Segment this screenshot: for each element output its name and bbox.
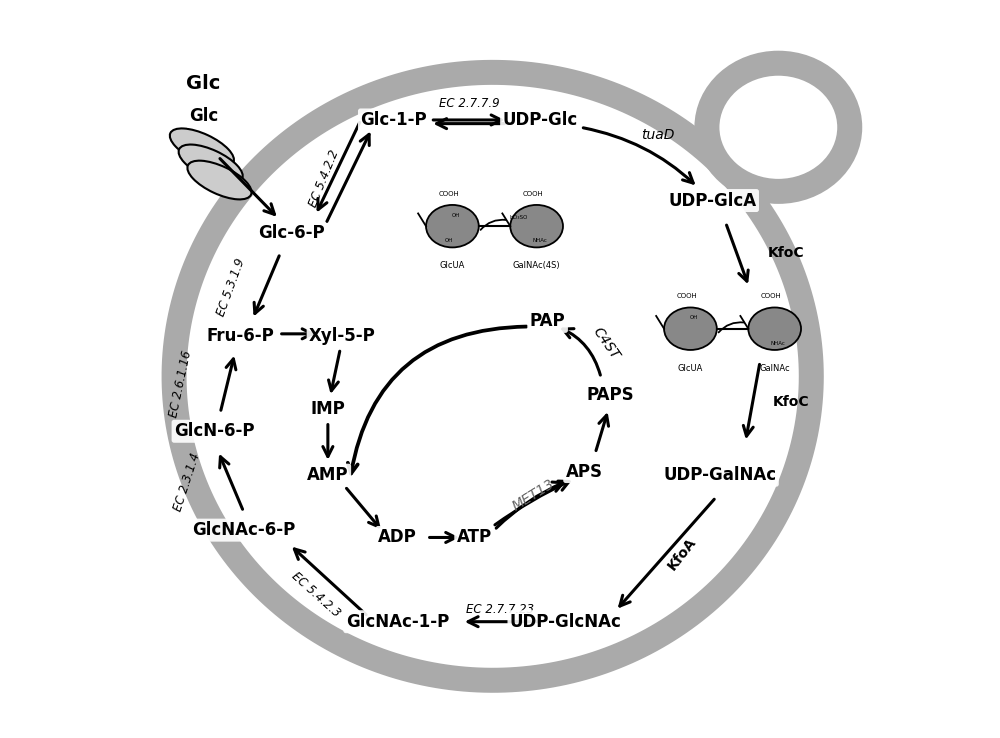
Text: HO₃SO: HO₃SO (509, 215, 527, 220)
Ellipse shape (426, 205, 479, 247)
Text: ADP: ADP (378, 528, 417, 546)
Text: EC 5.3.1.9: EC 5.3.1.9 (214, 256, 247, 317)
Text: UDP-GlcA: UDP-GlcA (668, 192, 756, 210)
Ellipse shape (510, 205, 563, 247)
Text: OH: OH (690, 315, 698, 320)
Text: EC 5.4.2.3: EC 5.4.2.3 (289, 570, 342, 620)
Text: Xyl-5-P: Xyl-5-P (309, 327, 376, 345)
Text: KfoC: KfoC (768, 246, 805, 261)
Text: Glc: Glc (186, 74, 221, 93)
Text: NHAc: NHAc (533, 238, 548, 244)
Text: OH: OH (445, 238, 453, 244)
Text: EC 2.6.1.16: EC 2.6.1.16 (167, 350, 194, 419)
Text: COOH: COOH (676, 294, 697, 300)
Polygon shape (174, 72, 811, 680)
Ellipse shape (664, 308, 717, 350)
Text: C4ST: C4ST (590, 325, 622, 362)
Text: ATP: ATP (457, 528, 492, 546)
Text: GlcUA: GlcUA (678, 364, 703, 373)
Ellipse shape (707, 63, 850, 191)
Text: GalNAc: GalNAc (759, 364, 790, 373)
Text: EC 2.3.1.4: EC 2.3.1.4 (172, 452, 203, 514)
Text: EC 2.7.7.9: EC 2.7.7.9 (439, 97, 500, 111)
Text: COOH: COOH (523, 191, 543, 197)
Ellipse shape (187, 161, 252, 199)
Ellipse shape (748, 308, 801, 350)
Text: PAP: PAP (530, 312, 565, 331)
Text: KfoC: KfoC (772, 395, 809, 409)
Text: tuaD: tuaD (641, 128, 674, 142)
Text: GlcNAc-6-P: GlcNAc-6-P (192, 521, 295, 539)
Ellipse shape (170, 128, 234, 168)
Text: Glc: Glc (189, 107, 218, 125)
Text: PAPS: PAPS (586, 386, 634, 404)
Text: UDP-Glc: UDP-Glc (503, 111, 578, 129)
Text: GlcUA: GlcUA (440, 261, 465, 270)
Text: APS: APS (566, 463, 603, 480)
Text: MET13: MET13 (509, 477, 557, 514)
Ellipse shape (179, 145, 243, 183)
Text: UDP-GlcNAc: UDP-GlcNAc (510, 613, 622, 631)
Text: IMP: IMP (311, 400, 345, 418)
Text: GlcN-6-P: GlcN-6-P (174, 422, 255, 441)
Text: AMP: AMP (307, 466, 349, 484)
Text: GalNAc(4S): GalNAc(4S) (513, 261, 560, 270)
Text: EC 5.4.2.2: EC 5.4.2.2 (307, 148, 342, 209)
Text: Glc-6-P: Glc-6-P (258, 224, 325, 243)
Text: Fru-6-P: Fru-6-P (206, 327, 274, 345)
Text: EC 2.7.7.23: EC 2.7.7.23 (466, 603, 534, 615)
Text: GlcNAc-1-P: GlcNAc-1-P (346, 613, 449, 631)
Text: NHAc: NHAc (771, 341, 786, 346)
Text: COOH: COOH (438, 191, 459, 197)
Text: KfoA: KfoA (665, 535, 699, 573)
Text: COOH: COOH (761, 294, 781, 300)
Text: UDP-GalNAc: UDP-GalNAc (663, 466, 776, 484)
Text: Glc-1-P: Glc-1-P (360, 111, 427, 129)
Text: OH: OH (452, 213, 460, 218)
